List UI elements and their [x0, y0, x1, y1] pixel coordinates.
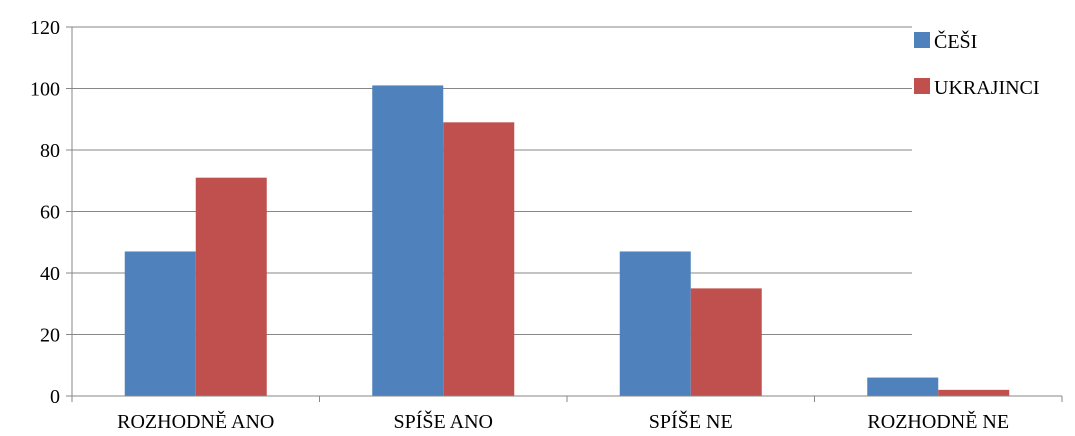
y-tick-label: 40	[40, 263, 60, 285]
y-tick-label: 120	[30, 17, 60, 39]
y-tick-label: 80	[40, 140, 60, 162]
bar-češi-3	[867, 377, 939, 396]
x-category-label: SPÍŠE ANO	[394, 409, 493, 433]
x-axis-categories: ROZHODNĚ ANO SPÍŠE ANO SPÍŠE NE ROZHODNĚ NE	[117, 409, 1009, 433]
legend: ČEŠI UKRAJINCI	[914, 29, 1040, 99]
bars	[124, 85, 1010, 397]
y-tick-label: 100	[30, 79, 60, 101]
bar-ukrajinci-2	[690, 288, 762, 396]
y-axis-ticks: 0 20 40 60 80 100 120	[30, 17, 72, 408]
legend-swatch-0	[914, 32, 930, 48]
bar-češi-1	[372, 85, 444, 397]
y-tick-label: 20	[40, 325, 60, 347]
legend-label-0: ČEŠI	[934, 29, 977, 53]
bar-češi-2	[619, 251, 691, 396]
y-tick-label: 60	[40, 202, 60, 224]
bar-češi-0	[124, 251, 196, 396]
bar-ukrajinci-3	[938, 389, 1010, 396]
bar-ukrajinci-0	[195, 177, 267, 396]
x-category-label: ROZHODNĚ NE	[867, 410, 1009, 433]
x-category-label: SPÍŠE NE	[649, 409, 733, 433]
axes	[71, 27, 1063, 402]
x-category-label: ROZHODNĚ ANO	[117, 410, 274, 433]
legend-swatch-1	[914, 78, 930, 94]
legend-label-1: UKRAJINCI	[934, 77, 1040, 99]
bar-ukrajinci-1	[443, 122, 515, 396]
y-tick-label: 0	[50, 386, 60, 408]
